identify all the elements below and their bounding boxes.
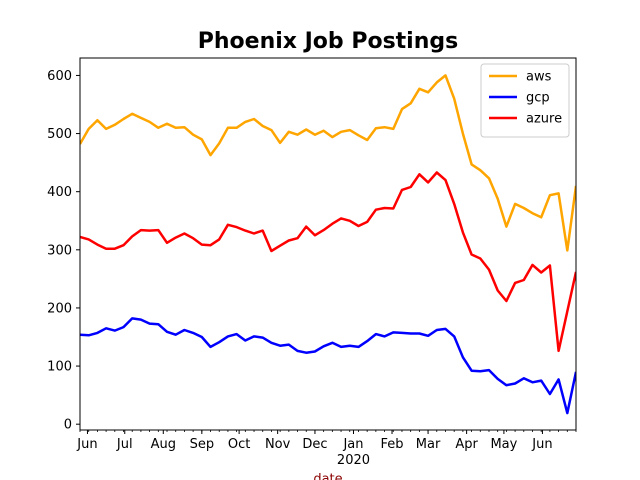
axes-frame <box>79 57 577 431</box>
series-line-aws <box>80 74 576 252</box>
x-tick-label: Jul <box>116 437 133 452</box>
legend-label-gcp: gcp <box>526 91 550 106</box>
x-tick-label: Jun <box>76 437 97 452</box>
x-axis-label: date <box>313 472 342 480</box>
y-tick-label: 500 <box>47 127 72 142</box>
y-tick-label: 0 <box>64 418 72 433</box>
y-tick-label: 300 <box>47 243 72 258</box>
series-lines <box>80 74 576 415</box>
y-tick-label: 200 <box>47 301 72 316</box>
x-tick-label: Dec <box>302 437 327 452</box>
x-tick-label: Sep <box>190 437 215 452</box>
chart-title: Phoenix Job Postings <box>198 29 458 54</box>
x-tick-label: Apr <box>455 437 478 452</box>
x-tick-label: Jan <box>342 437 363 452</box>
x-tick-label: Mar <box>416 437 441 452</box>
x-tick-label: Feb <box>381 437 404 452</box>
x-tick-label: Aug <box>151 437 176 452</box>
legend: aws gcp azure <box>480 63 570 138</box>
x-tick-label: May <box>490 437 517 452</box>
y-tick-label: 400 <box>47 185 72 200</box>
y-tick-label: 600 <box>47 69 72 84</box>
x-tick-label: Oct <box>228 437 250 452</box>
series-line-gcp <box>80 317 576 415</box>
legend-label-azure: azure <box>526 112 562 127</box>
legend-label-aws: aws <box>526 70 552 85</box>
x-tick-label: Jun <box>531 437 552 452</box>
x-tick-label: Nov <box>265 437 291 452</box>
series-line-azure <box>80 171 576 353</box>
plot-area: 0 100 200 300 400 500 600 Jun Jul Aug Sep Oct Nov Dec… <box>47 57 577 468</box>
y-tick-label: 100 <box>47 360 72 375</box>
x-year-label: 2020 <box>337 453 370 468</box>
